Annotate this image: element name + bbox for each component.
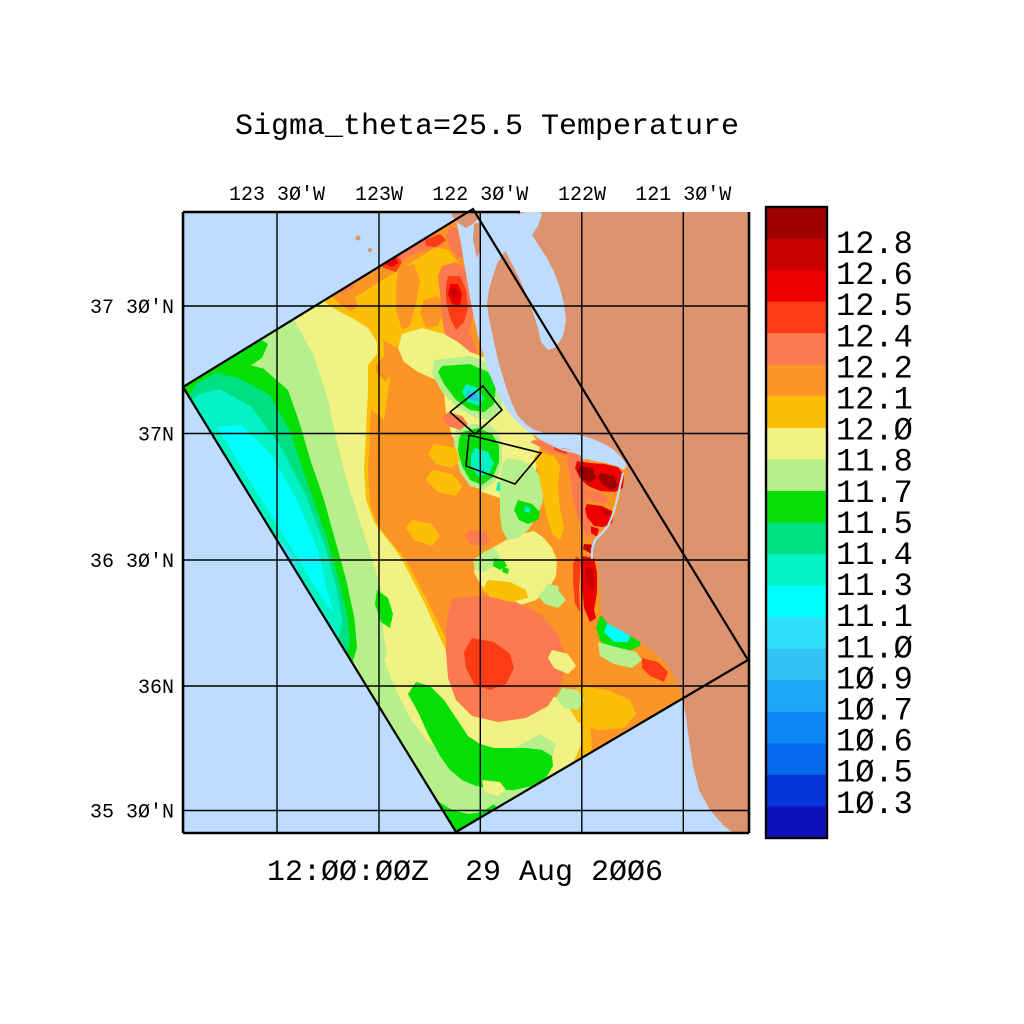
svg-text:11.7: 11.7	[836, 475, 913, 512]
svg-text:12.4: 12.4	[836, 319, 913, 356]
svg-text:122W: 122W	[558, 184, 606, 207]
svg-text:123 3Ø'W: 123 3Ø'W	[229, 184, 325, 207]
svg-text:123W: 123W	[355, 184, 403, 207]
svg-text:36N: 36N	[138, 677, 174, 700]
svg-text:12.2: 12.2	[836, 350, 913, 387]
svg-text:11.8: 11.8	[836, 444, 913, 481]
svg-text:1Ø.3: 1Ø.3	[836, 786, 913, 823]
svg-text:11.Ø: 11.Ø	[836, 630, 913, 667]
svg-text:35 3Ø'N: 35 3Ø'N	[90, 802, 174, 825]
svg-text:11.3: 11.3	[836, 568, 913, 605]
svg-text:Sigma_theta=25.5 Temperature: Sigma_theta=25.5 Temperature	[235, 110, 739, 144]
svg-text:11.4: 11.4	[836, 537, 913, 574]
svg-text:11.1: 11.1	[836, 599, 913, 636]
svg-text:12:ØØ:ØØZ 29 Aug 2ØØ6: 12:ØØ:ØØZ 29 Aug 2ØØ6	[267, 856, 663, 890]
svg-text:1Ø.9: 1Ø.9	[836, 661, 913, 698]
svg-text:1Ø.7: 1Ø.7	[836, 693, 913, 730]
svg-text:37 3Ø'N: 37 3Ø'N	[90, 297, 174, 320]
svg-text:1Ø.6: 1Ø.6	[836, 724, 913, 761]
svg-text:12.5: 12.5	[836, 288, 913, 325]
svg-text:12.Ø: 12.Ø	[836, 413, 913, 450]
svg-text:122 3Ø'W: 122 3Ø'W	[432, 184, 528, 207]
svg-text:12.8: 12.8	[836, 226, 913, 263]
svg-text:12.6: 12.6	[836, 257, 913, 294]
svg-text:1Ø.5: 1Ø.5	[836, 755, 913, 792]
svg-text:36 3Ø'N: 36 3Ø'N	[90, 551, 174, 574]
svg-text:37N: 37N	[138, 425, 174, 448]
svg-text:121 3Ø'W: 121 3Ø'W	[635, 184, 731, 207]
svg-text:12.1: 12.1	[836, 382, 913, 419]
svg-text:11.5: 11.5	[836, 506, 913, 543]
